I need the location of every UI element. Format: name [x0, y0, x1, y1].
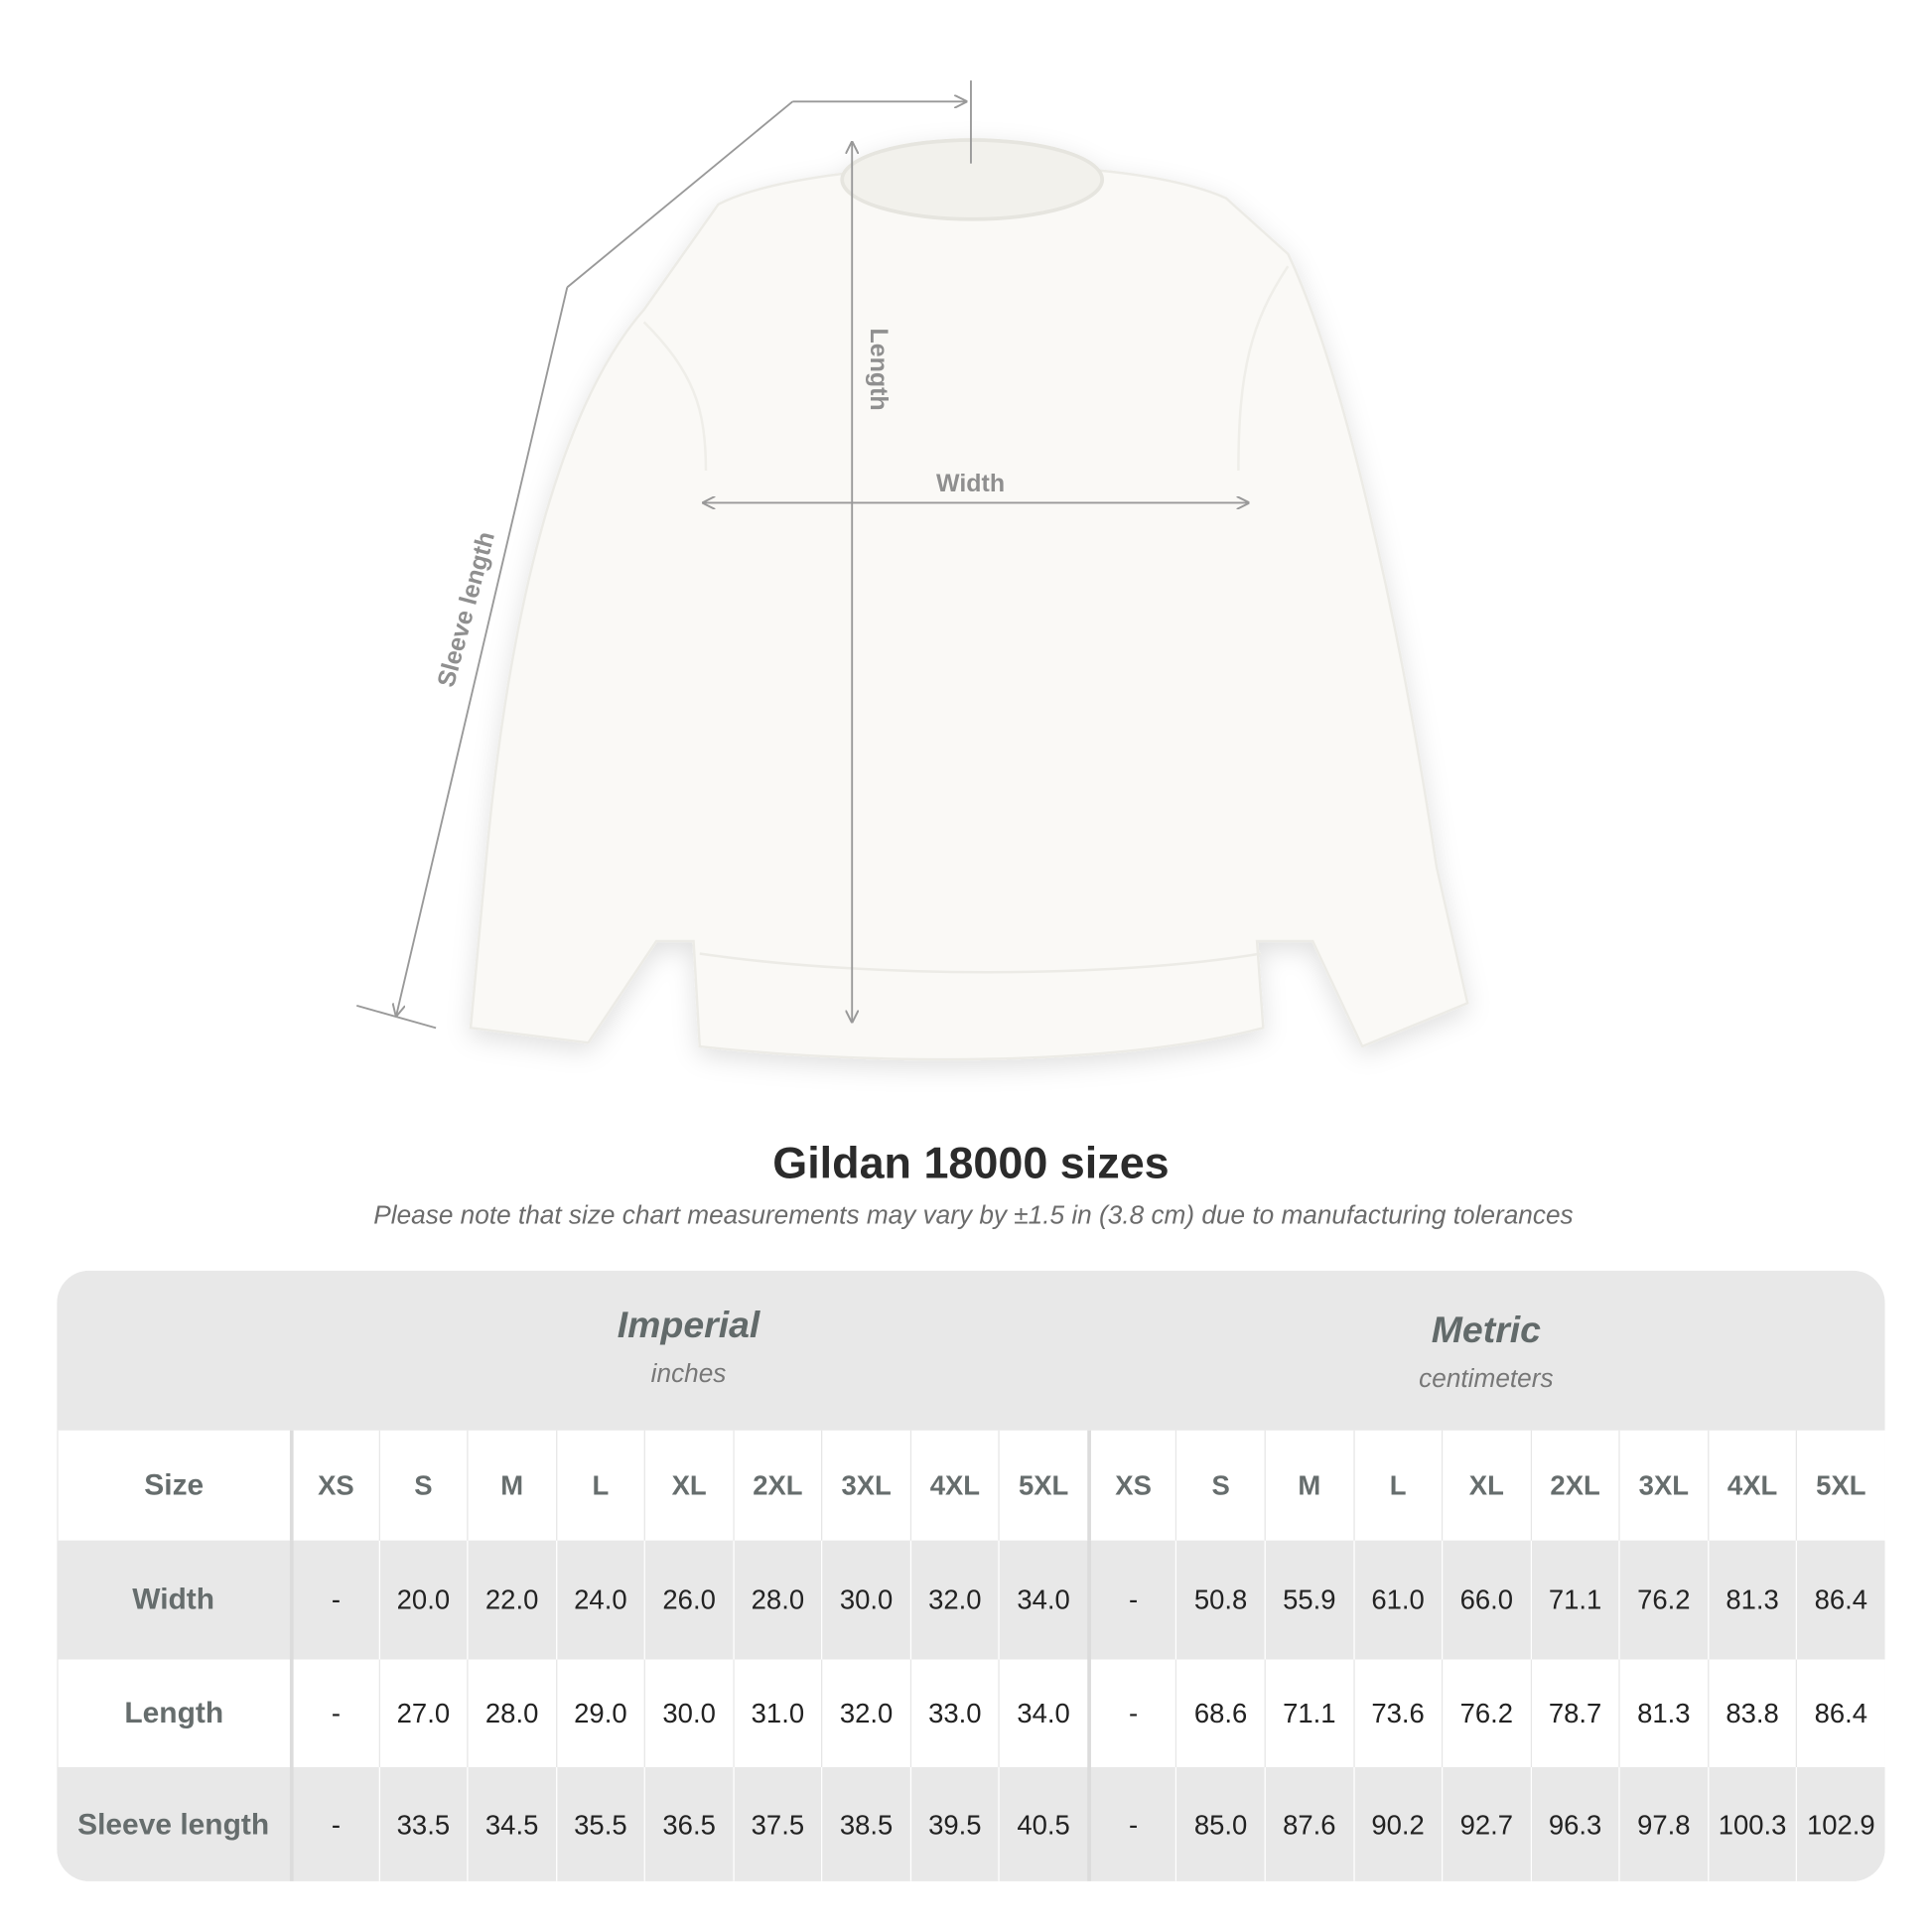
value-cell: 55.9: [1264, 1540, 1353, 1660]
value-cell: 34.0: [998, 1540, 1087, 1660]
value-cell: 30.0: [821, 1540, 909, 1660]
imperial-label: Imperial: [617, 1305, 760, 1346]
value-cell: 20.0: [378, 1540, 467, 1660]
value-cell: 71.1: [1264, 1659, 1353, 1768]
size-header-cell: XL: [1442, 1430, 1530, 1541]
metric-unit: centimeters: [1419, 1364, 1554, 1394]
size-header-cell: 4XL: [909, 1430, 999, 1541]
size-header-cell: M: [467, 1430, 555, 1541]
size-header-cell: L: [1352, 1430, 1442, 1541]
value-cell: 36.5: [643, 1767, 733, 1881]
size-header-cell: L: [555, 1430, 644, 1541]
value-cell: 86.4: [1796, 1659, 1884, 1768]
value-cell: 86.4: [1796, 1540, 1884, 1660]
value-cell: 102.9: [1796, 1767, 1884, 1881]
size-header-cell: 5XL: [998, 1430, 1087, 1541]
value-cell: 30.0: [643, 1659, 733, 1768]
value-cell: 76.2: [1618, 1540, 1708, 1660]
value-cell: 33.5: [378, 1767, 467, 1881]
value-cell: 32.0: [821, 1659, 909, 1768]
row-label: Width: [132, 1583, 215, 1616]
size-header-cell: XS: [1087, 1430, 1175, 1541]
value-cell: 28.0: [733, 1540, 821, 1660]
sweatshirt-diagram: Length Width Sleeve length: [355, 80, 1469, 1061]
value-cell: 28.0: [467, 1659, 555, 1768]
width-label: Width: [936, 470, 1005, 497]
sweatshirt-image: [469, 138, 1469, 1061]
measurement-lines: [355, 80, 1248, 1030]
imperial-header: Imperial inches: [290, 1271, 1087, 1465]
value-cell: 71.1: [1530, 1540, 1618, 1660]
tolerance-note: Please note that size chart measurements…: [373, 1200, 1574, 1230]
value-cell: 78.7: [1530, 1659, 1618, 1768]
table-row-length: Length -27.0 28.0 29.0 30.0 31.0 32.0 33.0 34.0-…: [57, 1659, 1885, 1768]
table-row-width: Width -20.0 22.0 24.0 26.0 28.0 30.0 32.0 34.0-5…: [57, 1540, 1885, 1660]
value-cell: 40.5: [998, 1767, 1087, 1881]
size-table: Imperial inches Metric centimeters Size X…: [57, 1270, 1885, 1881]
value-cell: 97.8: [1618, 1767, 1708, 1881]
value-cell: 73.6: [1352, 1659, 1442, 1768]
value-cell: 87.6: [1264, 1767, 1353, 1881]
value-cell: 26.0: [643, 1540, 733, 1660]
size-header-cell: 4XL: [1707, 1430, 1796, 1541]
value-cell: 66.0: [1442, 1540, 1530, 1660]
value-cell: 68.6: [1175, 1659, 1264, 1768]
value-cell: 81.3: [1707, 1540, 1796, 1660]
row-label: Length: [57, 1659, 290, 1768]
value-cell: 29.0: [555, 1659, 644, 1768]
value-cell: 100.3: [1707, 1767, 1796, 1881]
value-cell: 35.5: [555, 1767, 644, 1881]
value-cell: -: [289, 1767, 378, 1881]
size-header-cell: 3XL: [1618, 1430, 1708, 1541]
value-cell: 96.3: [1530, 1767, 1618, 1881]
value-cell: 22.0: [467, 1540, 555, 1660]
value-cell: -: [289, 1540, 378, 1660]
size-header-cell: XL: [643, 1430, 733, 1541]
size-header-cell: 3XL: [821, 1430, 909, 1541]
page-title: Gildan 18000 sizes: [772, 1137, 1170, 1188]
row-label: Size: [57, 1430, 290, 1541]
value-cell: 33.0: [909, 1659, 999, 1768]
table-row-sleeve-length: Sleeve length -33.5 34.5 35.5 36.5 37.5 38.5 39…: [57, 1767, 1885, 1881]
size-header-cell: 2XL: [733, 1430, 821, 1541]
imperial-unit: inches: [650, 1359, 727, 1389]
sleeve-length-label: Sleeve length: [432, 529, 500, 691]
value-cell: 24.0: [555, 1540, 644, 1660]
metric-label: Metric: [1431, 1310, 1541, 1351]
value-cell: 81.3: [1618, 1659, 1708, 1768]
metric-header: Metric centimeters: [1087, 1271, 1884, 1470]
size-header-cell: 5XL: [1796, 1430, 1884, 1541]
row-label: Sleeve length: [77, 1807, 270, 1842]
value-cell: 32.0: [909, 1540, 999, 1660]
value-cell: 39.5: [909, 1767, 999, 1881]
size-header-cell: M: [1264, 1430, 1353, 1541]
value-cell: 83.8: [1707, 1659, 1796, 1768]
size-header-cell: 2XL: [1530, 1430, 1618, 1541]
value-cell: -: [1087, 1659, 1175, 1768]
size-row: Size XS S M L XL 2XL 3XL 4XL 5XL XS S M L XL 2XL 3XL 4XL 5…: [57, 1430, 1885, 1541]
value-cell: 31.0: [733, 1659, 821, 1768]
size-header-cell: S: [1175, 1430, 1264, 1541]
value-cell: 27.0: [378, 1659, 467, 1768]
value-cell: 61.0: [1352, 1540, 1442, 1660]
value-cell: 90.2: [1352, 1767, 1442, 1881]
value-cell: 37.5: [733, 1767, 821, 1881]
value-cell: -: [1087, 1767, 1175, 1881]
value-cell: -: [289, 1659, 378, 1768]
value-cell: 50.8: [1175, 1540, 1264, 1660]
length-label: Length: [865, 329, 893, 411]
value-cell: -: [1087, 1540, 1175, 1660]
value-cell: 85.0: [1175, 1767, 1264, 1881]
size-header-cell: XS: [289, 1430, 378, 1541]
value-cell: 38.5: [821, 1767, 909, 1881]
value-cell: 34.0: [998, 1659, 1087, 1768]
size-header-cell: S: [378, 1430, 467, 1541]
value-cell: 34.5: [467, 1767, 555, 1881]
value-cell: 76.2: [1442, 1659, 1530, 1768]
value-cell: 92.7: [1442, 1767, 1530, 1881]
